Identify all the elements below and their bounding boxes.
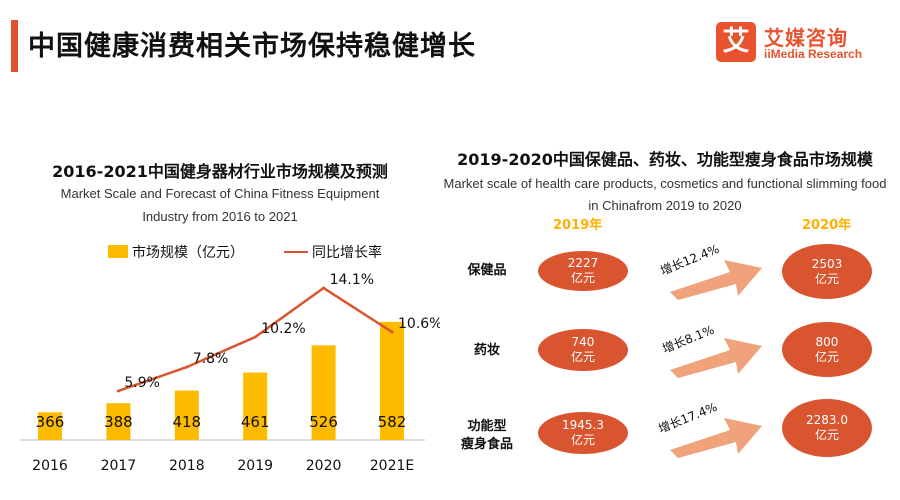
left-chart-title: 2016-2021中国健身器材行业市场规模及预测 (52, 162, 388, 181)
growth-arrow (670, 338, 762, 378)
row-label-line: 保健品 (467, 263, 507, 278)
unit-label: 亿元 (814, 271, 839, 286)
title-accent-bar (11, 20, 18, 72)
growth-rate-point (253, 335, 257, 339)
growth-rate-point (116, 389, 120, 393)
bar (311, 345, 336, 440)
value-2019: 1945.3 (562, 418, 604, 432)
logo-en-text: iiMedia Research (764, 47, 863, 61)
bar-value-label: 388 (104, 413, 133, 431)
bar-value-label: 461 (241, 413, 270, 431)
value-2020: 2503 (811, 256, 843, 271)
row-label-slimming-food: 功能型 瘦身食品 (452, 418, 522, 454)
row-label-health-products: 保健品 (452, 262, 522, 280)
bar-value-label: 526 (309, 413, 338, 431)
row-label-line: 功能型 (467, 419, 507, 434)
row-label-line: 瘦身食品 (460, 437, 513, 452)
growth-rate-point (185, 365, 189, 369)
growth-rate-label: 10.6% (398, 316, 440, 332)
growth-rate-label: 14.1% (330, 272, 374, 288)
legend-bar-label: 市场规模（亿元） (132, 245, 244, 261)
bar (174, 390, 199, 440)
right-panel-subtitle-2: in Chinafrom 2019 to 2020 (588, 198, 742, 213)
growth-rate-point (322, 286, 326, 290)
year-2019-label: 2019年 (553, 218, 603, 233)
right-panel-subtitle-1: Market scale of health care products, co… (443, 176, 887, 191)
value-2019: 2227 (567, 256, 599, 270)
left-chart-subtitle-2: Industry from 2016 to 2021 (142, 209, 298, 224)
value-2020-oval: 2283.0 亿元 (782, 399, 872, 457)
row-label-line: 药妆 (473, 343, 500, 358)
bar-value-label: 582 (378, 413, 407, 431)
value-2019-oval: 740 亿元 (538, 329, 628, 371)
legend-line-swatch (284, 251, 308, 253)
bar-line-chart: 366 2016 388 2017 418 2018 461 2019 526 2020 582 20… (20, 272, 440, 474)
bar-value-label: 418 (172, 413, 201, 431)
x-tick-label: 2018 (169, 458, 205, 474)
unit-label: 亿元 (570, 350, 595, 364)
unit-label: 亿元 (570, 271, 595, 285)
bar-value-label: 366 (36, 413, 65, 431)
right-panel-title: 2019-2020中国保健品、药妆、功能型瘦身食品市场规模 (457, 150, 873, 169)
legend-line-label: 同比增长率 (312, 245, 382, 261)
unit-label: 亿元 (570, 433, 595, 447)
value-2019: 740 (571, 335, 595, 349)
growth-rate-point (390, 330, 394, 334)
value-2020-oval: 800 亿元 (782, 322, 872, 377)
value-2020-oval: 2503 亿元 (782, 244, 872, 299)
left-chart-subtitle-1: Market Scale and Forecast of China Fitne… (60, 186, 380, 201)
bar (38, 412, 62, 440)
x-tick-label: 2021E (370, 458, 414, 474)
legend-bar-swatch (108, 245, 128, 258)
logo-cn-text: 艾媒咨询 (764, 26, 848, 50)
value-2019-oval: 1945.3 亿元 (538, 412, 628, 454)
unit-label: 亿元 (814, 349, 839, 364)
logo: 艾 艾媒咨询 iiMedia Research (716, 22, 896, 72)
growth-rate-label: 10.2% (261, 321, 305, 337)
growth-arrow (670, 260, 762, 300)
page-title: 中国健康消费相关市场保持稳健增长 (28, 31, 476, 62)
value-2020: 2283.0 (806, 413, 848, 427)
x-tick-label: 2016 (32, 458, 68, 474)
unit-label: 亿元 (814, 428, 839, 442)
value-2020: 800 (815, 334, 839, 349)
x-tick-label: 2020 (306, 458, 342, 474)
row-label-cosmeceuticals: 药妆 (452, 342, 522, 360)
growth-rate-label: 5.9% (124, 375, 160, 391)
logo-icon: 艾 (716, 22, 756, 62)
value-2019-oval: 2227 亿元 (538, 251, 628, 291)
bar (106, 403, 131, 440)
x-tick-label: 2019 (237, 458, 273, 474)
bar (243, 372, 268, 440)
bar (380, 321, 404, 440)
year-2020-label: 2020年 (802, 218, 852, 233)
x-tick-label: 2017 (101, 458, 137, 474)
growth-rate-label: 7.8% (193, 351, 229, 367)
growth-arrow (670, 418, 762, 458)
